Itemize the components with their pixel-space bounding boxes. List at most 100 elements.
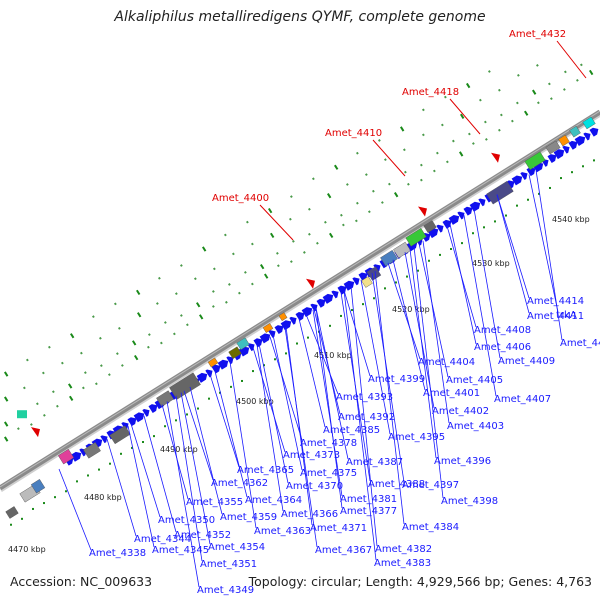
leader-line: [106, 438, 137, 537]
gc-dot: [498, 128, 501, 132]
gene-feature-shape: [322, 293, 334, 304]
gene-feature-shape: [268, 330, 276, 338]
gc-dot: [156, 302, 159, 305]
gene-label: Amet_4404: [418, 357, 475, 368]
gene-label: Amet_4384: [402, 522, 459, 533]
gene-feature-box: [228, 346, 242, 360]
gc-dot: [444, 95, 447, 99]
gc-dot: [333, 164, 339, 170]
gene-label: Amet_4393: [336, 392, 393, 403]
gc-dot: [564, 70, 567, 74]
gc-dot: [133, 354, 139, 361]
gc-dot: [537, 101, 540, 105]
gene-label: Amet_4411: [527, 311, 584, 322]
gene-feature-shape: [133, 412, 145, 423]
gc-dot: [460, 113, 465, 119]
gc-dot: [439, 253, 441, 256]
gc-dot: [16, 427, 20, 431]
gene-feature-shape: [247, 343, 255, 352]
gc-dot: [399, 126, 405, 132]
gene-label: Amet_4352: [174, 530, 231, 541]
gene-feature: [562, 145, 570, 154]
highlight-leader: [259, 204, 294, 241]
gene-feature: [70, 451, 82, 462]
gene-feature-shape: [127, 417, 137, 427]
gene-feature: [196, 372, 208, 383]
leader-line: [463, 215, 497, 397]
gc-dot: [153, 435, 155, 438]
gene-feature-box-shape: [361, 276, 373, 288]
gene-label: Amet_4407: [494, 394, 551, 405]
gc-dot: [550, 97, 553, 101]
highlight-leader: [449, 98, 481, 135]
gc-dot: [417, 269, 419, 272]
leader-line: [161, 404, 189, 500]
gene-label: Amet_4378: [300, 438, 357, 449]
gc-dot: [136, 289, 141, 296]
gc-dot: [356, 151, 359, 155]
gc-dot: [538, 192, 540, 195]
gene-feature-shape: [553, 149, 565, 160]
gene-feature-shape: [274, 325, 284, 335]
gc-dot: [365, 173, 368, 176]
gene-feature: [478, 198, 486, 207]
tick-label: 4530 kbp: [472, 259, 510, 268]
gc-dot: [79, 351, 83, 355]
tick-label: 4480 kbp: [84, 493, 122, 502]
gc-dot: [355, 219, 358, 223]
gc-dot: [422, 108, 425, 112]
gc-dot: [23, 386, 26, 390]
highlight-marker: [418, 206, 427, 217]
gene-label: Amet_4359: [220, 512, 277, 523]
gc-dot: [3, 396, 9, 402]
gene-label: Amet_4362: [211, 478, 268, 489]
gc-dot: [420, 178, 423, 182]
gc-dot: [61, 361, 64, 365]
gc-dot: [120, 452, 122, 455]
gc-dot: [32, 507, 34, 510]
gene-feature-box: [83, 442, 101, 459]
gc-dot: [259, 264, 265, 270]
gene-feature-shape: [70, 451, 82, 462]
gene-label: Amet_4370: [286, 481, 343, 492]
gene-feature-box-shape: [30, 479, 46, 494]
gc-dot: [246, 220, 249, 224]
gc-dot: [560, 177, 562, 180]
backbone-layer: [0, 109, 600, 492]
gc-dot: [68, 395, 74, 401]
gene-feature-box: [366, 266, 382, 281]
gene-feature-shape: [259, 333, 271, 344]
gc-dot: [175, 292, 178, 296]
leader-line: [175, 395, 203, 562]
gene-label: Amet_4398: [441, 496, 498, 507]
highlight-leader: [372, 139, 406, 177]
gene-feature-box-shape: [582, 116, 596, 130]
gc-dot: [536, 64, 539, 67]
gc-dot: [395, 281, 397, 284]
gc-dot: [373, 297, 375, 300]
gene-feature-box-shape: [83, 442, 101, 459]
gc-dot: [219, 391, 221, 394]
gc-dot: [213, 267, 216, 271]
gc-dot: [459, 151, 464, 157]
gene-feature-box-shape: [393, 241, 411, 259]
gene-feature: [547, 154, 557, 163]
gc-dot: [175, 419, 177, 422]
gene-feature-shape: [520, 172, 528, 180]
gc-dot: [312, 177, 315, 181]
gc-dot: [328, 232, 334, 239]
gene-feature-box: [524, 151, 546, 171]
gene-feature-box: [5, 506, 19, 519]
gc-dot: [275, 251, 279, 255]
gene-feature: [442, 219, 452, 229]
gc-dot: [147, 345, 150, 349]
gc-dot: [99, 364, 103, 368]
highlight-label: Amet_4432: [509, 29, 566, 40]
gc-dot: [223, 233, 227, 237]
highlight-leader: [556, 40, 587, 79]
gc-dot: [109, 462, 111, 465]
gc-dot: [252, 370, 254, 373]
leader-line: [183, 390, 214, 481]
gc-dot: [99, 336, 102, 340]
gene-feature-box: [569, 125, 581, 138]
